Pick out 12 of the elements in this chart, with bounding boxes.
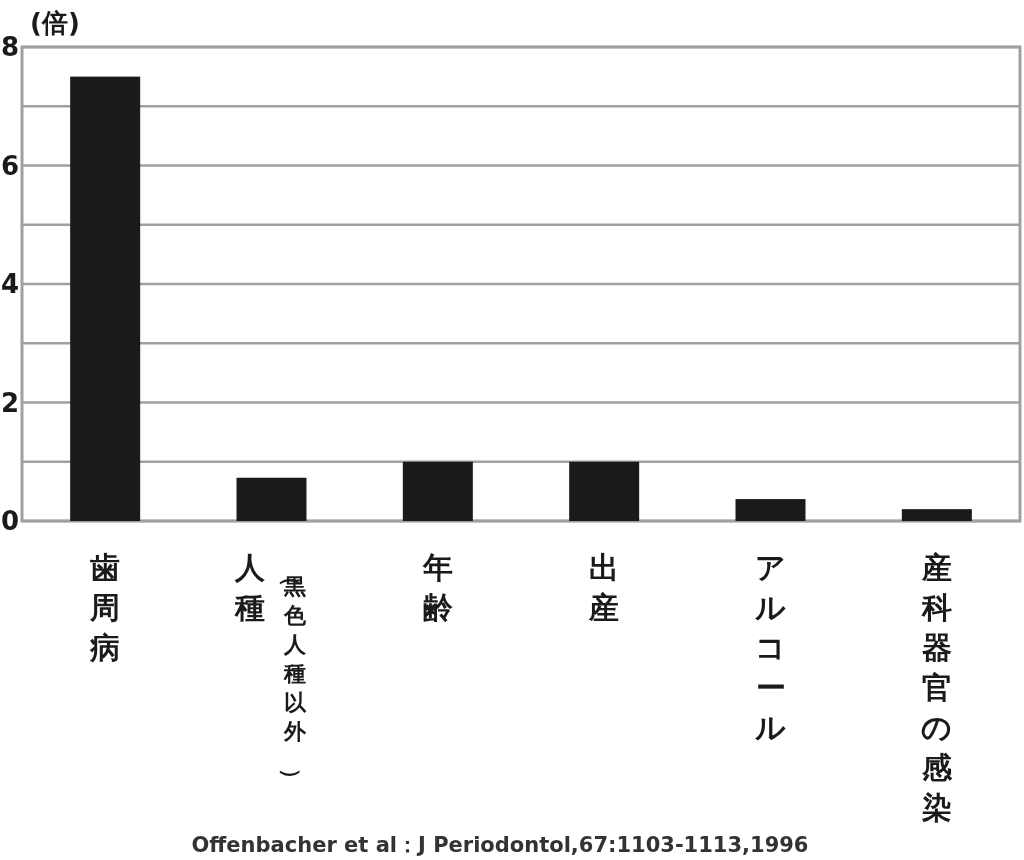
x-tick-label: アルコール: [754, 550, 786, 745]
text: Offenbacher et al：J Periodontol,67:1103-1113,1996: [191, 833, 809, 857]
x-tick-label: 歯周病: [89, 550, 121, 665]
y-axis-title: (倍): [30, 8, 80, 38]
x-tick-label: 産科器官の感染: [920, 550, 953, 825]
y-tick-label: 2: [0, 387, 20, 418]
x-tick-label: 出産: [588, 550, 620, 625]
y-tick-label: 0: [0, 506, 20, 536]
y-tick-label: 6: [0, 150, 20, 181]
y-tick-label: 8: [0, 32, 20, 62]
y-tick-label: 4: [0, 269, 20, 299]
x-tick-label: 年齢: [421, 550, 453, 625]
